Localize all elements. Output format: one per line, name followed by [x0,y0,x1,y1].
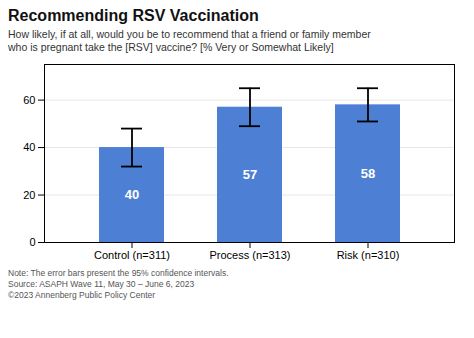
html-text:Note: The error bars present t: Note: The error bars present the 95% con… [8,268,229,278]
html-text:©2023 Annenberg Public Policy: ©2023 Annenberg Public Policy Center [8,290,156,300]
svg-text:Control (n=311): Control (n=311) [94,249,170,261]
svg-text:20: 20 [23,189,35,201]
svg-text:0: 0 [29,236,35,248]
html-text:Recommending RSV Vaccination: Recommending RSV Vaccination [8,7,259,24]
svg-text:Risk (n=310): Risk (n=310) [337,249,400,261]
svg-text:Process (n=313): Process (n=313) [209,249,290,261]
html-text:How likely, if at all, would y: How likely, if at all, would you be to r… [8,28,371,53]
svg-text:58: 58 [361,166,375,181]
svg-text:57: 57 [243,167,257,182]
html-text:Source: ASAPH Wave 11, May 30: Source: ASAPH Wave 11, May 30 – June 6, … [8,279,195,289]
svg-text:60: 60 [23,94,35,106]
svg-text:40: 40 [125,187,139,202]
svg-text:40: 40 [23,141,35,153]
